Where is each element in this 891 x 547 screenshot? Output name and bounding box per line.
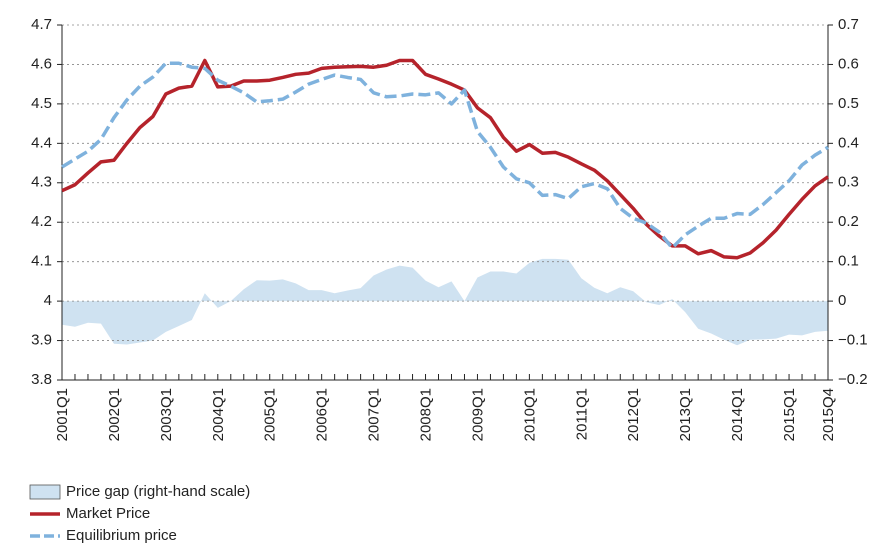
x-tick-label: 2010Q1	[521, 388, 538, 441]
y2-tick-label: 0.7	[838, 16, 859, 33]
x-tick-label: 2002Q1	[106, 388, 123, 441]
x-tick-label: 2012Q1	[625, 388, 642, 441]
x-tick-label: 2009Q1	[469, 388, 486, 441]
x-tick-label: 2001Q1	[54, 388, 71, 441]
y-tick-label: 4.6	[31, 55, 52, 72]
x-tick-label: 2004Q1	[210, 388, 227, 441]
y-tick-label: 4	[44, 292, 52, 309]
x-tick-label: 2008Q1	[417, 388, 434, 441]
x-tick-label: 2003Q1	[158, 388, 175, 441]
y2-tick-label: 0.6	[838, 55, 859, 72]
y-tick-label: 3.8	[31, 371, 52, 388]
y-tick-label: 3.9	[31, 332, 52, 349]
y-tick-label: 4.3	[31, 174, 52, 191]
legend-swatch	[29, 484, 61, 500]
y2-tick-label: 0.4	[838, 134, 859, 151]
y2-tick-label: 0.3	[838, 174, 859, 191]
x-tick-label: 2006Q1	[314, 388, 331, 441]
price-gap-area	[62, 258, 828, 346]
y-tick-label: 4.4	[31, 134, 52, 151]
legend-label: Market Price	[66, 505, 150, 522]
legend-label: Equilibrium price	[66, 527, 177, 544]
legend-label: Price gap (right-hand scale)	[66, 483, 250, 500]
equilibrium-line	[61, 61, 829, 250]
y2-tick-label: −0.1	[838, 332, 868, 349]
x-tick-label: 2015Q1	[781, 388, 798, 441]
x-tick-label: 2013Q1	[677, 388, 694, 441]
y2-tick-label: 0	[838, 292, 846, 309]
y-tick-label: 4.7	[31, 16, 52, 33]
y-tick-label: 4.1	[31, 253, 52, 270]
y2-tick-label: −0.2	[838, 371, 868, 388]
market-line	[61, 58, 830, 260]
x-tick-label: 2007Q1	[366, 388, 383, 441]
y2-tick-label: 0.1	[838, 253, 859, 270]
x-tick-label: 2015Q4	[820, 388, 837, 441]
y-tick-label: 4.2	[31, 213, 52, 230]
x-tick-label: 2005Q1	[262, 388, 279, 441]
x-tick-label: 2014Q1	[729, 388, 746, 441]
y2-tick-label: 0.5	[838, 95, 859, 112]
y2-tick-label: 0.2	[838, 213, 859, 230]
x-tick-label: 2011Q1	[573, 388, 590, 440]
y-tick-label: 4.5	[31, 95, 52, 112]
